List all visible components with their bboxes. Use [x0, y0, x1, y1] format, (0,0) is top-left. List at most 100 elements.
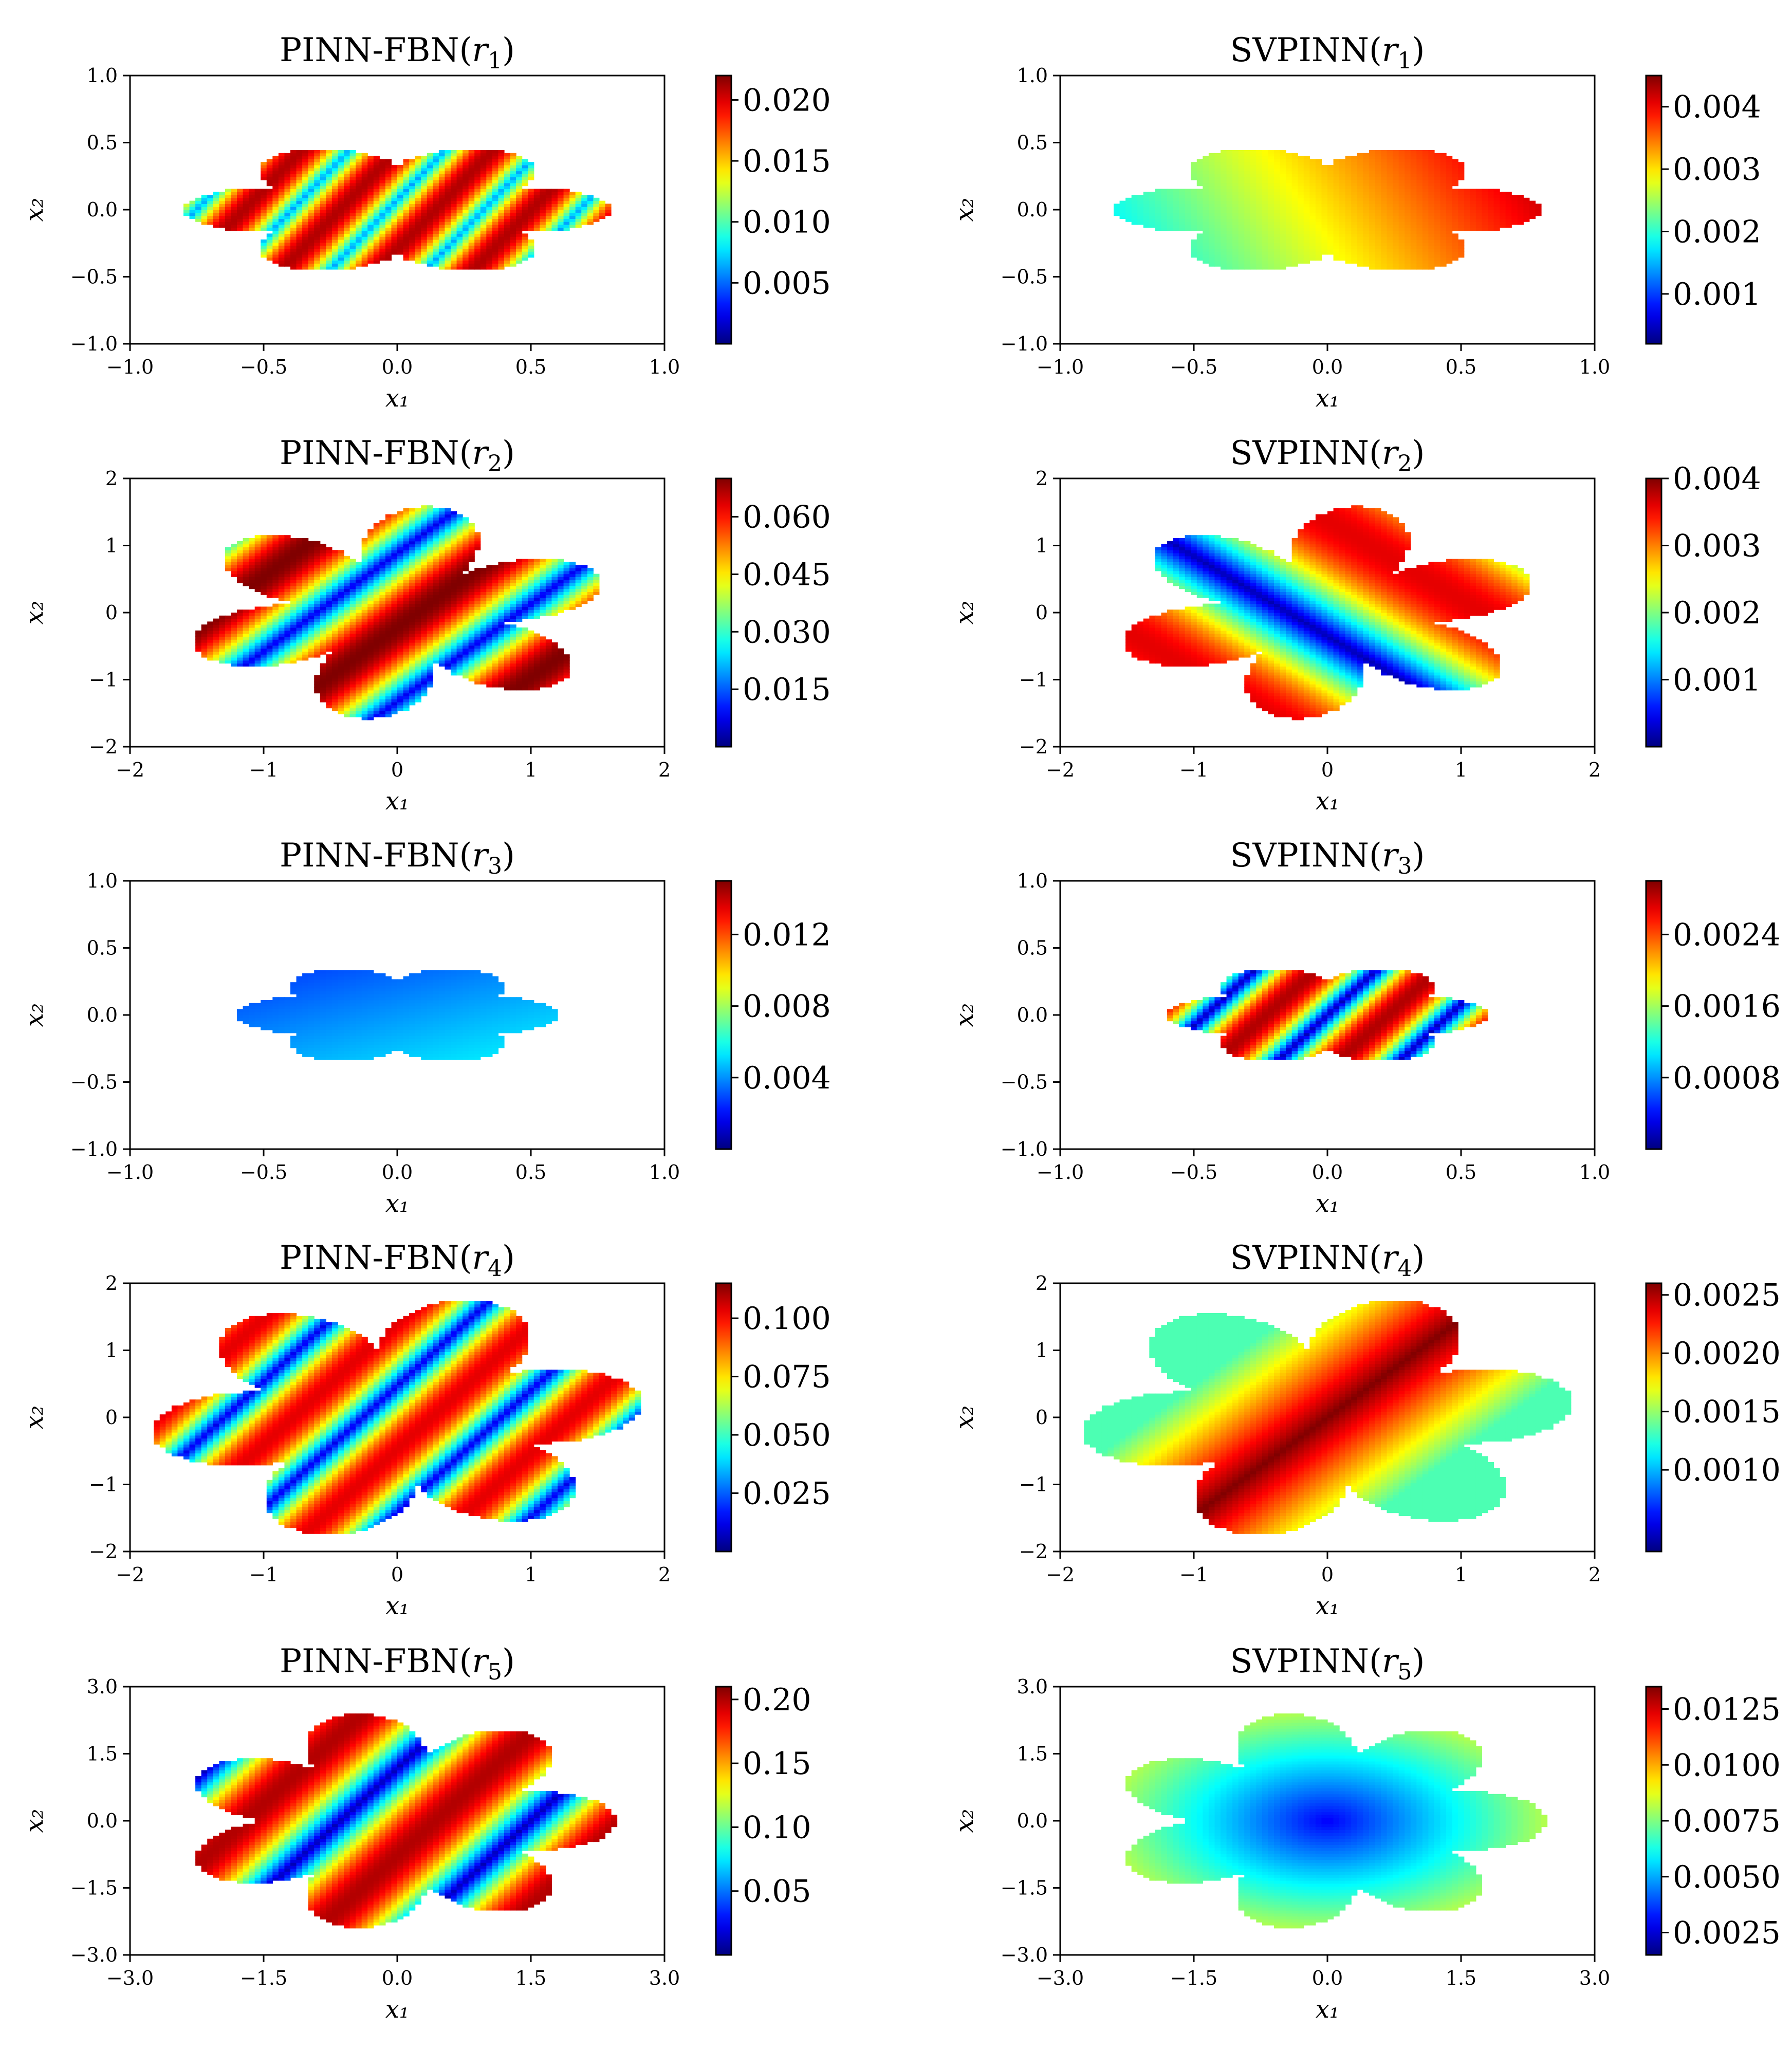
heatmap-cell [331, 239, 339, 243]
heatmap-cell [278, 162, 285, 165]
heatmap-cell [195, 197, 202, 201]
heatmap-cell [415, 204, 421, 207]
heatmap-cell [1375, 156, 1381, 159]
heatmap-cell [338, 254, 344, 258]
heatmap-cell [510, 245, 516, 249]
heatmap-cell [1470, 215, 1476, 219]
heatmap-cell [1434, 182, 1441, 187]
heatmap-cell [290, 236, 297, 240]
heatmap-cell [290, 162, 297, 165]
heatmap-cell [403, 251, 410, 255]
heatmap-cell [1398, 197, 1405, 201]
heatmap-cell [468, 168, 475, 172]
heatmap-cell [1303, 225, 1310, 228]
heatmap-cell [338, 621, 344, 625]
heatmap-cell [1268, 221, 1274, 225]
heatmap-cell [344, 615, 350, 619]
heatmap-cell [278, 615, 285, 619]
heatmap-cell [302, 592, 309, 595]
heatmap-cell [314, 681, 321, 685]
heatmap-cell [1339, 227, 1346, 231]
heatmap-cell [474, 225, 481, 228]
heatmap-cell [237, 547, 244, 550]
heatmap-cell [1375, 180, 1381, 183]
heatmap-cell [1357, 174, 1363, 177]
heatmap-cell [308, 162, 315, 165]
heatmap-cell [545, 218, 552, 222]
heatmap-cell [243, 657, 249, 661]
heatmap-cell [468, 204, 475, 207]
heatmap-cell [213, 210, 219, 213]
heatmap-cell [451, 165, 457, 169]
heatmap-cell [1268, 162, 1274, 165]
heatmap-cell [1250, 233, 1257, 237]
heatmap-cell [296, 618, 303, 622]
heatmap-cell [272, 651, 279, 655]
heatmap-cell [284, 168, 291, 172]
heatmap-cell [1446, 257, 1453, 261]
heatmap-cell [338, 562, 344, 565]
heatmap-cell [1274, 218, 1281, 222]
heatmap-cell [486, 150, 493, 154]
heatmap-cell [302, 215, 309, 219]
heatmap-cell [385, 227, 392, 231]
heatmap-cell [219, 630, 226, 634]
heatmap-cell [1464, 189, 1470, 192]
heatmap-cell [1196, 189, 1203, 192]
heatmap-cell [243, 195, 249, 198]
heatmap-cell [533, 207, 540, 210]
heatmap-cell [237, 574, 244, 577]
heatmap-cell [344, 654, 350, 658]
heatmap-cell [385, 186, 392, 189]
heatmap-cell [331, 660, 339, 664]
heatmap-cell [1196, 225, 1203, 228]
heatmap-cell [438, 254, 446, 258]
heatmap-cell [344, 180, 350, 183]
heatmap-cell [1345, 254, 1352, 258]
heatmap-cell [326, 565, 332, 568]
heatmap-cell [308, 547, 315, 550]
heatmap-cell [338, 257, 344, 261]
heatmap-cell [367, 189, 374, 192]
heatmap-cell [1321, 245, 1328, 249]
heatmap-cell [1387, 195, 1393, 198]
heatmap-cell [249, 663, 255, 667]
heatmap-cell [373, 215, 380, 219]
heatmap-cell [213, 627, 219, 631]
heatmap-cell [320, 681, 326, 685]
heatmap-cell [237, 556, 244, 560]
heatmap-cell [1256, 239, 1263, 243]
heatmap-cell [1339, 254, 1346, 258]
heatmap-cell [308, 583, 315, 586]
heatmap-cell [243, 547, 249, 550]
heatmap-cell [1208, 263, 1215, 267]
heatmap-cell [296, 639, 303, 643]
heatmap-cell [1303, 215, 1310, 219]
heatmap-cell [272, 660, 279, 664]
heatmap-cell [338, 245, 344, 249]
heatmap-cell [1250, 165, 1257, 169]
heatmap-cell [474, 207, 481, 210]
heatmap-cell [451, 227, 457, 231]
heatmap-cell [456, 263, 463, 267]
heatmap-cell [266, 556, 273, 560]
heatmap-cell [551, 197, 558, 201]
heatmap-cell [1244, 239, 1251, 243]
heatmap-cell [189, 215, 196, 219]
heatmap-cell [1488, 192, 1494, 195]
heatmap-cell [1309, 227, 1316, 231]
heatmap-cell [1214, 171, 1221, 174]
heatmap-cell [504, 242, 511, 246]
heatmap-cell [195, 218, 202, 222]
heatmap-cell [1339, 207, 1346, 210]
heatmap-cell [231, 550, 237, 553]
heatmap-cell [1321, 218, 1328, 222]
heatmap-cell [451, 266, 457, 270]
heatmap-cell [1440, 168, 1447, 172]
heatmap-cell [367, 215, 374, 219]
heatmap-cell [331, 159, 339, 162]
heatmap-cell [356, 165, 362, 169]
heatmap-cell [492, 156, 499, 159]
heatmap-cell [1428, 162, 1435, 165]
heatmap-cell [1244, 156, 1251, 159]
